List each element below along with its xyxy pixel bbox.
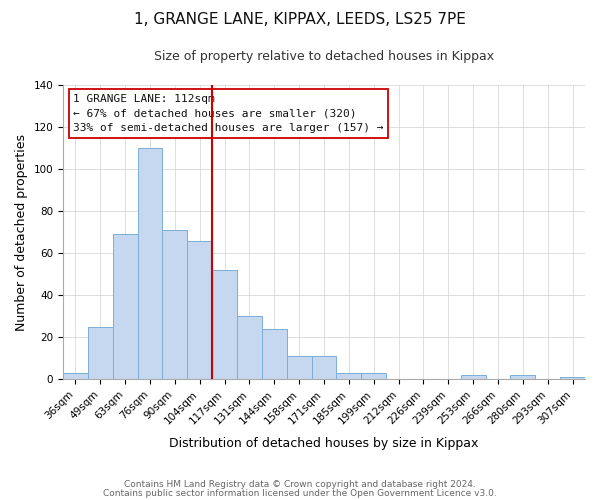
Bar xyxy=(212,270,237,380)
Bar xyxy=(262,329,287,380)
Title: Size of property relative to detached houses in Kippax: Size of property relative to detached ho… xyxy=(154,50,494,63)
Bar xyxy=(237,316,262,380)
Bar xyxy=(560,377,585,380)
Bar xyxy=(311,356,337,380)
Bar xyxy=(63,373,88,380)
Bar xyxy=(287,356,311,380)
Text: 1, GRANGE LANE, KIPPAX, LEEDS, LS25 7PE: 1, GRANGE LANE, KIPPAX, LEEDS, LS25 7PE xyxy=(134,12,466,28)
Bar xyxy=(187,240,212,380)
Bar xyxy=(163,230,187,380)
Bar xyxy=(337,373,361,380)
Text: Contains public sector information licensed under the Open Government Licence v3: Contains public sector information licen… xyxy=(103,490,497,498)
Bar xyxy=(461,375,485,380)
Bar xyxy=(511,375,535,380)
Bar xyxy=(113,234,137,380)
Bar xyxy=(88,327,113,380)
Bar xyxy=(137,148,163,380)
Bar xyxy=(361,373,386,380)
X-axis label: Distribution of detached houses by size in Kippax: Distribution of detached houses by size … xyxy=(169,437,479,450)
Text: Contains HM Land Registry data © Crown copyright and database right 2024.: Contains HM Land Registry data © Crown c… xyxy=(124,480,476,489)
Y-axis label: Number of detached properties: Number of detached properties xyxy=(15,134,28,330)
Text: 1 GRANGE LANE: 112sqm
← 67% of detached houses are smaller (320)
33% of semi-det: 1 GRANGE LANE: 112sqm ← 67% of detached … xyxy=(73,94,384,134)
